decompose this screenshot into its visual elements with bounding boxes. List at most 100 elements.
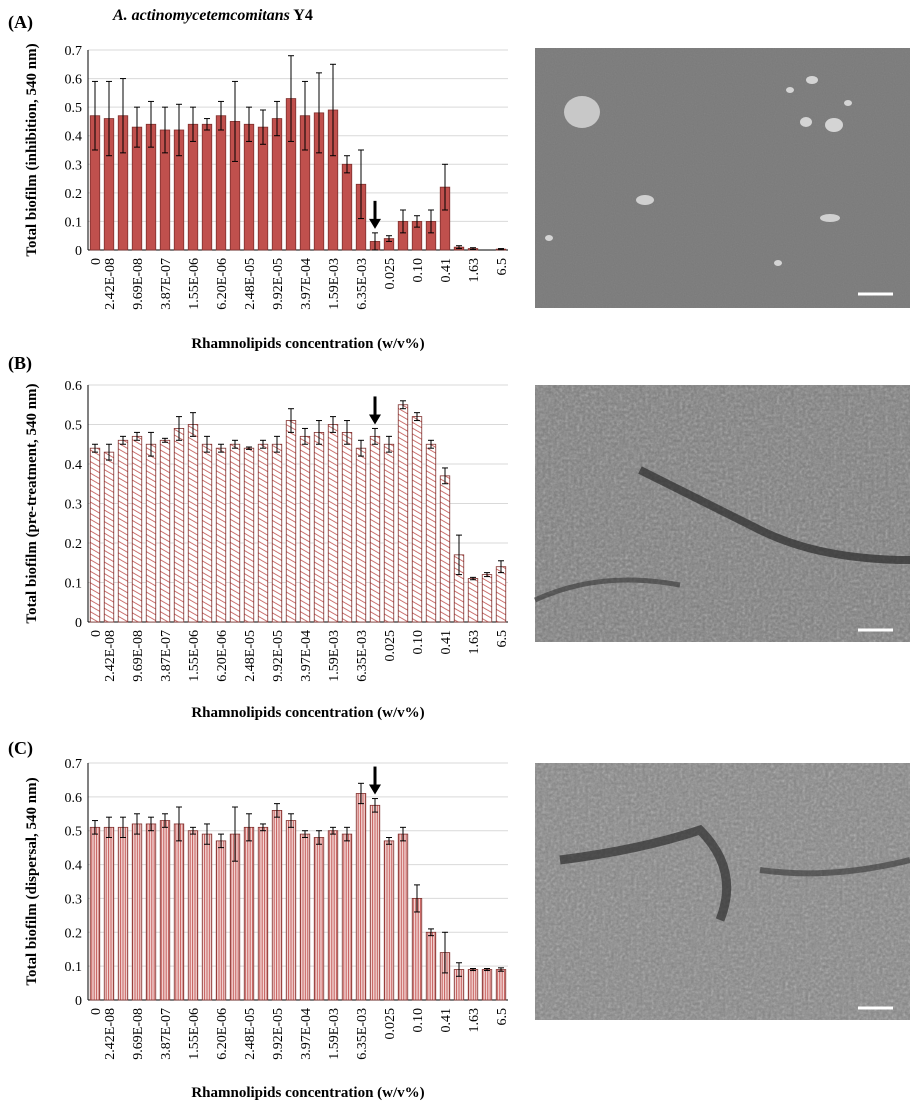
- y-axis-title: Total biofilm (dispersal, 540 nm): [24, 777, 40, 985]
- x-tick-label: 6.35E-03: [355, 258, 370, 310]
- bar: [159, 820, 171, 1001]
- x-tick-label: 6.5: [495, 630, 510, 648]
- sem-image-b: [533, 385, 910, 642]
- bar: [145, 443, 157, 623]
- x-tick-label: 1.59E-03: [327, 1008, 342, 1060]
- y-tick-label: 0.1: [65, 960, 83, 975]
- bar: [481, 574, 493, 623]
- bar: [299, 833, 311, 1001]
- bar: [243, 123, 255, 251]
- bar: [397, 833, 409, 1001]
- y-axis-title: Total biofilm (pre-treatment, 540 nm): [24, 383, 40, 623]
- bar: [257, 443, 269, 623]
- y-tick-label: 0.2: [65, 537, 83, 552]
- y-tick-label: 0.6: [65, 791, 83, 806]
- bar: [215, 447, 227, 623]
- title-organism: A. actinomycetemcomitans: [112, 7, 290, 24]
- bar: [271, 443, 283, 623]
- bar: [495, 566, 507, 623]
- y-tick-label: 0.3: [65, 892, 83, 907]
- bar: [271, 810, 283, 1001]
- bar: [341, 833, 353, 1001]
- y-tick-label: 0.1: [65, 215, 83, 230]
- x-tick-label: 1.59E-03: [327, 630, 342, 682]
- bar: [425, 931, 437, 1001]
- bar: [243, 447, 255, 623]
- y-tick-label: 0.2: [65, 187, 83, 202]
- x-tick-label: 0.10: [411, 630, 426, 655]
- arrow-head: [369, 784, 381, 795]
- x-tick-label: 0.41: [439, 630, 454, 655]
- y-tick-label: 0.3: [65, 158, 83, 173]
- y-tick-label: 0.7: [65, 757, 83, 772]
- x-tick-label: 0.025: [383, 258, 398, 290]
- bar: [341, 431, 353, 623]
- chart: (C) 0 0.1 0.2 0.3 0.4 0.5 0.6 0.7 Total biofilm (…: [8, 738, 510, 1101]
- bar: [439, 475, 451, 623]
- bar: [187, 424, 199, 623]
- y-tick-label: 0.3: [65, 498, 83, 513]
- bar: [103, 451, 115, 623]
- bar: [481, 969, 493, 1001]
- bar: [467, 969, 479, 1001]
- bar: [187, 123, 199, 251]
- x-tick-label: 2.42E-08: [103, 1008, 118, 1060]
- bar: [173, 823, 185, 1001]
- x-tick-label: 6.5: [495, 1008, 510, 1026]
- bar: [355, 447, 367, 623]
- y-tick-label: 0.4: [65, 458, 83, 473]
- x-tick-label: 9.92E-05: [271, 630, 286, 682]
- x-tick-label: 1.63: [467, 630, 482, 655]
- x-tick-label: 6.20E-06: [215, 630, 230, 682]
- y-tick-label: 0.5: [65, 419, 83, 434]
- x-tick-label: 2.48E-05: [243, 630, 258, 682]
- bar: [271, 118, 283, 251]
- bar: [397, 404, 409, 623]
- bar: [145, 823, 157, 1001]
- bar: [89, 826, 101, 1001]
- chart: (B) 0 0.1 0.2 0.3 0.4 0.5 0.6 Total biofilm (pre…: [8, 353, 510, 721]
- bar: [383, 443, 395, 623]
- bar: [327, 830, 339, 1001]
- bar: [103, 826, 115, 1001]
- x-tick-label: 0: [89, 630, 104, 637]
- x-tick-label: 1.55E-06: [187, 258, 202, 310]
- bar: [411, 898, 423, 1001]
- y-tick-label: 0.4: [65, 859, 83, 874]
- x-tick-label: 3.97E-04: [299, 258, 314, 310]
- y-tick-label: 0: [75, 244, 82, 259]
- x-tick-label: 0.10: [411, 1008, 426, 1033]
- bar: [201, 123, 213, 251]
- bar: [285, 420, 297, 623]
- y-tick-label: 0.7: [65, 44, 83, 59]
- y-tick-label: 0.2: [65, 926, 83, 941]
- x-axis-title: Rhamnolipids concentration (w/v%): [191, 1085, 424, 1101]
- bar: [369, 435, 381, 623]
- bar: [89, 447, 101, 623]
- x-tick-label: 0.41: [439, 258, 454, 283]
- x-tick-label: 9.69E-08: [131, 258, 146, 310]
- chart-title: A. actinomycetemcomitans Y4: [112, 7, 313, 24]
- x-tick-label: 1.59E-03: [327, 258, 342, 310]
- x-tick-label: 6.20E-06: [215, 258, 230, 310]
- x-tick-label: 9.69E-08: [131, 630, 146, 682]
- panel-label: (C): [8, 738, 33, 759]
- bar: [131, 435, 143, 623]
- x-tick-label: 0.025: [383, 630, 398, 662]
- panel-label: (A): [8, 12, 33, 33]
- x-tick-label: 6.35E-03: [355, 630, 370, 682]
- x-tick-label: 3.97E-04: [299, 1008, 314, 1060]
- bar: [173, 428, 185, 623]
- y-tick-label: 0.1: [65, 577, 83, 592]
- x-tick-label: 0: [89, 258, 104, 265]
- y-tick-label: 0.6: [65, 73, 83, 88]
- x-axis-title: Rhamnolipids concentration (w/v%): [191, 705, 424, 721]
- bar: [131, 823, 143, 1001]
- bar: [369, 804, 381, 1001]
- bar: [117, 439, 129, 623]
- x-tick-label: 0.025: [383, 1008, 398, 1040]
- bar: [495, 969, 507, 1001]
- bar: [299, 435, 311, 623]
- bar: [117, 826, 129, 1001]
